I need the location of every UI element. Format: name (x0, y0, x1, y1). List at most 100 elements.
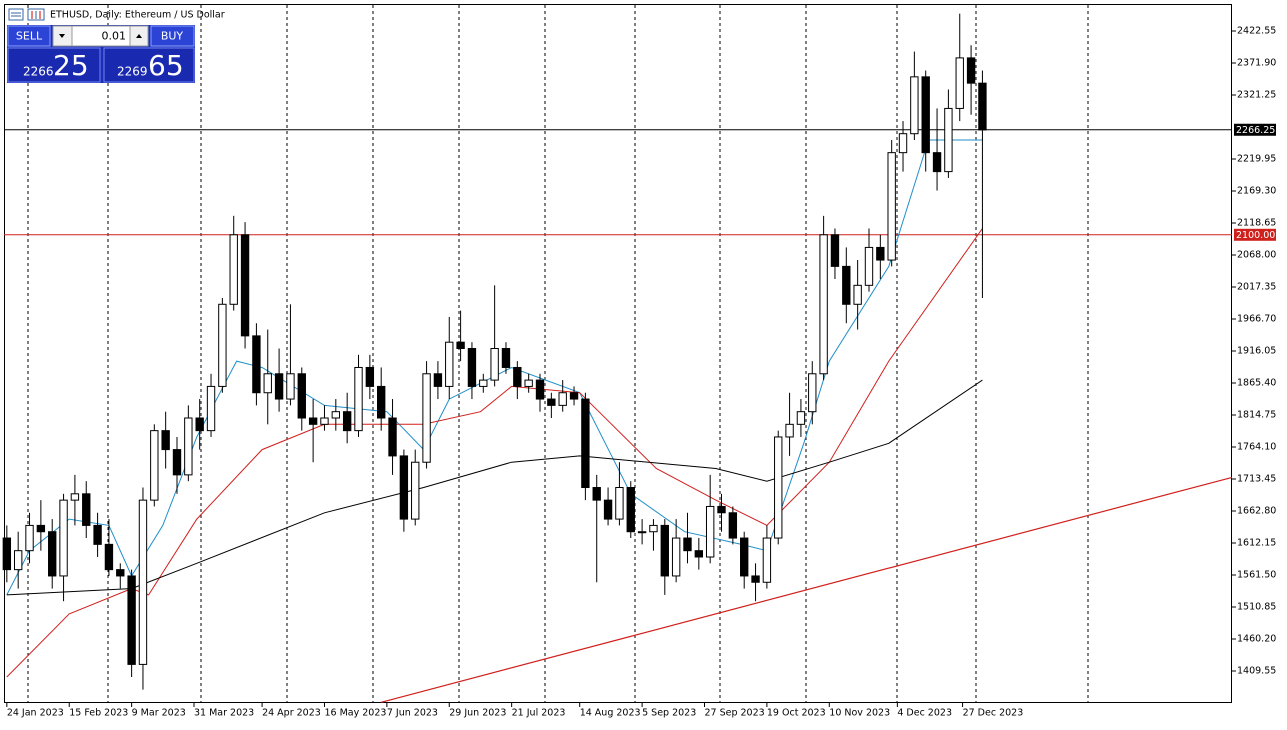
candle-body (127, 575, 136, 665)
x-tick-label: 14 Aug 2023 (580, 708, 641, 719)
sell-label[interactable]: SELL (16, 30, 43, 43)
candle-body (569, 392, 579, 400)
y-tick-label: 1764.10 (1237, 442, 1276, 453)
toolbar-icons (8, 8, 45, 21)
x-tick-label: 27 Sep 2023 (704, 708, 764, 719)
candle-body (456, 341, 465, 350)
price-label: 2100.00 (1236, 230, 1275, 241)
candle-body (150, 430, 159, 501)
x-tick-label: 19 Oct 2023 (767, 708, 826, 719)
candle-body (513, 366, 522, 387)
y-tick-label: 2422.55 (1237, 26, 1276, 37)
candle-body (263, 373, 272, 394)
candle-body (399, 455, 409, 520)
buy-label[interactable]: BUY (161, 30, 184, 43)
y-tick-label: 1561.50 (1237, 570, 1276, 581)
candle-body (433, 373, 443, 387)
ask-box[interactable] (103, 47, 195, 83)
candle-body (966, 57, 976, 84)
ask-small: 2269 (117, 65, 148, 79)
y-tick-label: 1865.40 (1237, 378, 1276, 389)
candle-body (479, 379, 488, 387)
x-tick-label: 7 Jun 2023 (387, 708, 438, 719)
candle-body (649, 524, 658, 533)
candle-body (683, 537, 692, 552)
price-label-bg (1234, 228, 1276, 241)
candle-body (342, 411, 352, 432)
x-tick-label: 21 Jul 2023 (512, 708, 566, 719)
candle-body (603, 499, 613, 520)
trade-panel: SELL 0.01 BUY 2266 25 2269 65 (7, 25, 195, 83)
candle-body (910, 76, 919, 135)
candle-body (762, 537, 772, 583)
candle-body (48, 531, 57, 577)
candle-body (785, 423, 794, 438)
x-tick-label: 29 Jun 2023 (449, 708, 506, 719)
y-tick-label: 2321.25 (1237, 90, 1276, 101)
chart-title: ETHUSD, Daily: Ethereum / US Dollar (50, 10, 225, 21)
candle-body (558, 392, 567, 406)
candle-body (615, 487, 624, 520)
candle-body (36, 524, 46, 533)
candle-body (978, 82, 987, 131)
y-tick-label: 2219.95 (1237, 154, 1276, 165)
candle-body (864, 246, 874, 286)
candle-body (388, 417, 397, 457)
y-tick-label: 1510.85 (1237, 602, 1276, 613)
x-tick-label: 27 Dec 2023 (963, 708, 1024, 719)
candle-body (274, 373, 284, 400)
candle-body (842, 265, 851, 305)
y-tick-label: 2068.00 (1237, 250, 1276, 261)
candle-body (422, 373, 431, 463)
candle-body (808, 373, 817, 413)
x-tick-label: 24 Jan 2023 (7, 708, 64, 719)
candle-body (637, 531, 647, 534)
candle-body (195, 417, 204, 432)
bid-big: 25 (53, 49, 89, 82)
candle-body (82, 493, 91, 526)
buy-button[interactable] (150, 25, 195, 47)
candle-body (184, 417, 193, 476)
x-tick-label: 10 Nov 2023 (829, 708, 890, 719)
y-tick-label: 2371.90 (1237, 58, 1276, 69)
candle-body (308, 417, 318, 425)
price-label: 2266.25 (1236, 125, 1275, 136)
candle-body (13, 550, 23, 571)
candle-body (728, 512, 738, 539)
candle-body (955, 57, 964, 109)
bid-box[interactable] (7, 47, 101, 83)
y-tick-label: 1966.70 (1237, 314, 1276, 325)
candle-body (796, 411, 806, 425)
candle-body (547, 398, 556, 406)
candle-body (740, 537, 749, 577)
y-tick-label: 1814.75 (1237, 410, 1276, 421)
candle-body (819, 234, 828, 375)
candle-body (229, 234, 238, 305)
sell-button[interactable] (7, 25, 51, 47)
candle-body (286, 373, 295, 400)
candle-body (524, 379, 533, 387)
price-label-bg (1234, 123, 1276, 136)
candle-body (717, 505, 726, 514)
candle-body (70, 493, 80, 501)
candle-body (671, 537, 681, 577)
candle-body (206, 385, 216, 432)
x-tick-label: 16 May 2023 (324, 708, 386, 719)
candle-body (116, 569, 125, 577)
lot-value[interactable]: 0.01 (102, 30, 127, 43)
y-tick-label: 1460.20 (1237, 634, 1276, 645)
candle-body (138, 499, 148, 665)
y-tick-label: 2118.65 (1237, 218, 1276, 229)
candle-body (535, 379, 545, 400)
candle-body (660, 524, 669, 577)
candle-body (59, 499, 68, 577)
x-tick-label: 24 Apr 2023 (262, 708, 321, 719)
candle-body (592, 487, 601, 501)
x-tick-label: 4 Dec 2023 (897, 708, 952, 719)
candle-body (944, 107, 953, 173)
candle-body (172, 449, 182, 476)
candle-body (921, 76, 930, 154)
candle-body (467, 348, 477, 387)
y-tick-label: 1409.55 (1237, 666, 1276, 677)
